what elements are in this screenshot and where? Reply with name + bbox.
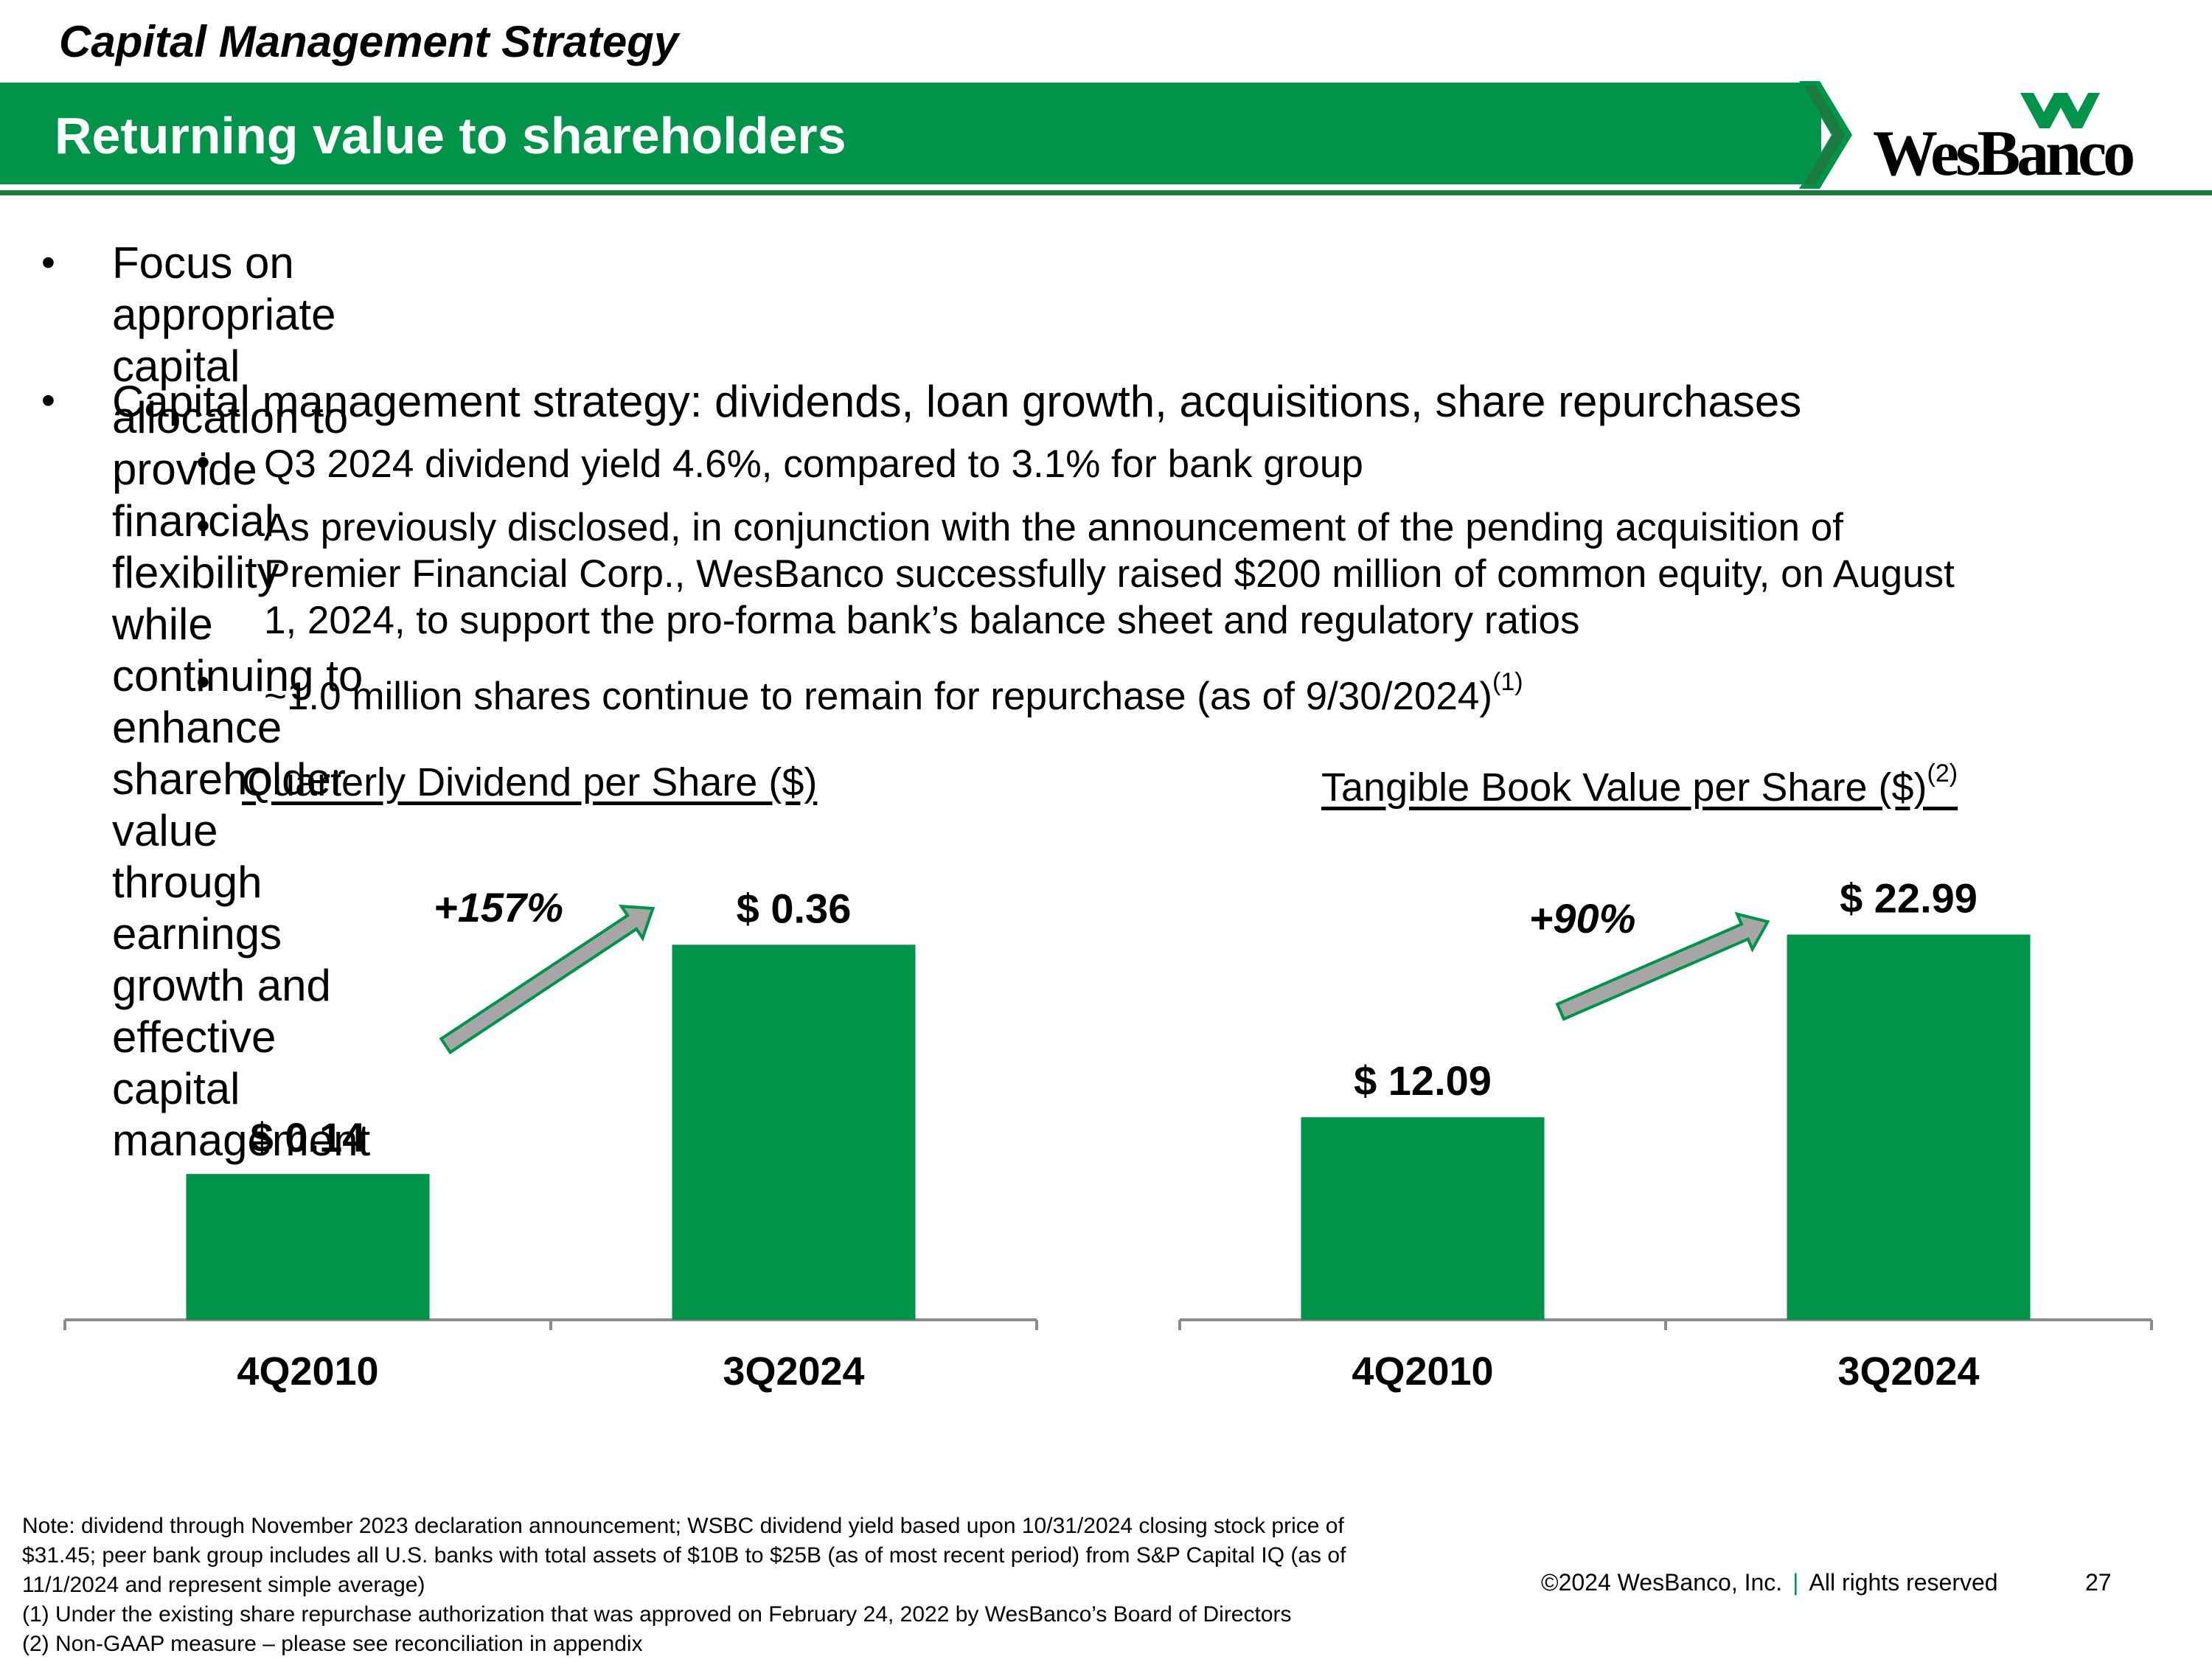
footnote-line: (2) Non-GAAP measure – please see reconc…	[22, 1632, 643, 1656]
title-banner: Returning value to shareholders	[0, 83, 1821, 184]
category-label: 3Q2024	[723, 1349, 864, 1394]
page-title: Returning value to shareholders	[55, 107, 846, 164]
bullet-text: ~1.0 million shares continue to remain f…	[264, 675, 1493, 718]
sub-bullet-dividend-yield: Q3 2024 dividend yield 4.6%, compared to…	[264, 442, 1363, 486]
bar-4q2010	[1301, 1117, 1545, 1320]
sub-bullet-marker: •	[196, 660, 210, 704]
banner-chevron-icon	[1799, 81, 1852, 189]
bar-4q2010	[186, 1174, 430, 1320]
footnotes: Note: dividend through November 2023 dec…	[22, 1512, 1512, 1659]
footnote-line: (1) Under the existing share repurchase …	[22, 1602, 1292, 1627]
growth-label: +157%	[434, 884, 563, 931]
bar-3q2024	[672, 945, 916, 1320]
bullet-capital-strategy: Capital management strategy: dividends, …	[112, 377, 1802, 426]
sub-bullet-marker: •	[196, 504, 210, 548]
logo-mark-icon	[2020, 93, 2100, 128]
footnote-line: $31.45; peer bank group includes all U.S…	[22, 1543, 1346, 1568]
bullet-line: enhance shareholder value through earnin…	[112, 703, 371, 1165]
footer-separator: |	[1792, 1569, 1799, 1596]
data-label: $ 12.09	[1354, 1057, 1492, 1104]
bullet-line: As previously disclosed, in conjunction …	[264, 506, 1843, 549]
category-label: 3Q2024	[1837, 1349, 1979, 1394]
chart-title-dividend: Quarterly Dividend per Share ($)	[242, 760, 818, 804]
data-label: $ 22.99	[1840, 875, 1978, 922]
bullet-marker: •	[41, 378, 55, 422]
bullet-capital-allocation: Focus on appropriate capital allocation …	[112, 237, 370, 1166]
footnote-ref: (1)	[1492, 668, 1523, 696]
footnote-line: Note: dividend through November 2023 dec…	[22, 1514, 1344, 1538]
bullet-line: Focus on appropriate capital allocation …	[112, 238, 364, 700]
bar-3q2024	[1787, 934, 2031, 1320]
category-label: 4Q2010	[237, 1349, 378, 1394]
logo-wordmark: WesBanco	[1873, 118, 2135, 189]
bullet-line: Premier Financial Corp., WesBanco succes…	[264, 552, 1955, 596]
chart-title-tbv: Tangible Book Value per Share ($)(2)	[1321, 759, 1958, 810]
sub-bullet-share-repurchase: ~1.0 million shares continue to remain f…	[264, 659, 1523, 720]
sub-bullet-equity-raise: As previously disclosed, in conjunction …	[264, 504, 1955, 644]
copyright-text: ©2024 WesBanco, Inc.	[1541, 1569, 1783, 1596]
rights-text: All rights reserved	[1809, 1569, 1998, 1596]
page-number: 27	[2085, 1569, 2112, 1596]
footnote-ref: (2)	[1927, 759, 1958, 787]
sub-bullet-marker: •	[196, 440, 210, 484]
chart-title-text: Tangible Book Value per Share ($)	[1321, 765, 1927, 810]
copyright: ©2024 WesBanco, Inc. | All rights reserved	[1541, 1569, 1998, 1596]
growth-label: +90%	[1529, 895, 1636, 942]
data-label: $ 0.14	[251, 1114, 366, 1161]
data-label: $ 0.36	[737, 885, 852, 931]
section-title: Capital Management Strategy	[59, 17, 679, 66]
growth-arrow-icon	[439, 904, 655, 1054]
bullet-marker: •	[41, 240, 55, 285]
banner-divider	[0, 190, 2212, 195]
footnote-line: 11/1/2024 and represent simple average)	[22, 1573, 425, 1597]
category-label: 4Q2010	[1352, 1349, 1493, 1394]
growth-arrow-icon	[1555, 911, 1770, 1021]
bullet-line: 1, 2024, to support the pro-forma bank’s…	[264, 599, 1580, 642]
wesbanco-logo: WesBanco	[1873, 87, 2138, 189]
